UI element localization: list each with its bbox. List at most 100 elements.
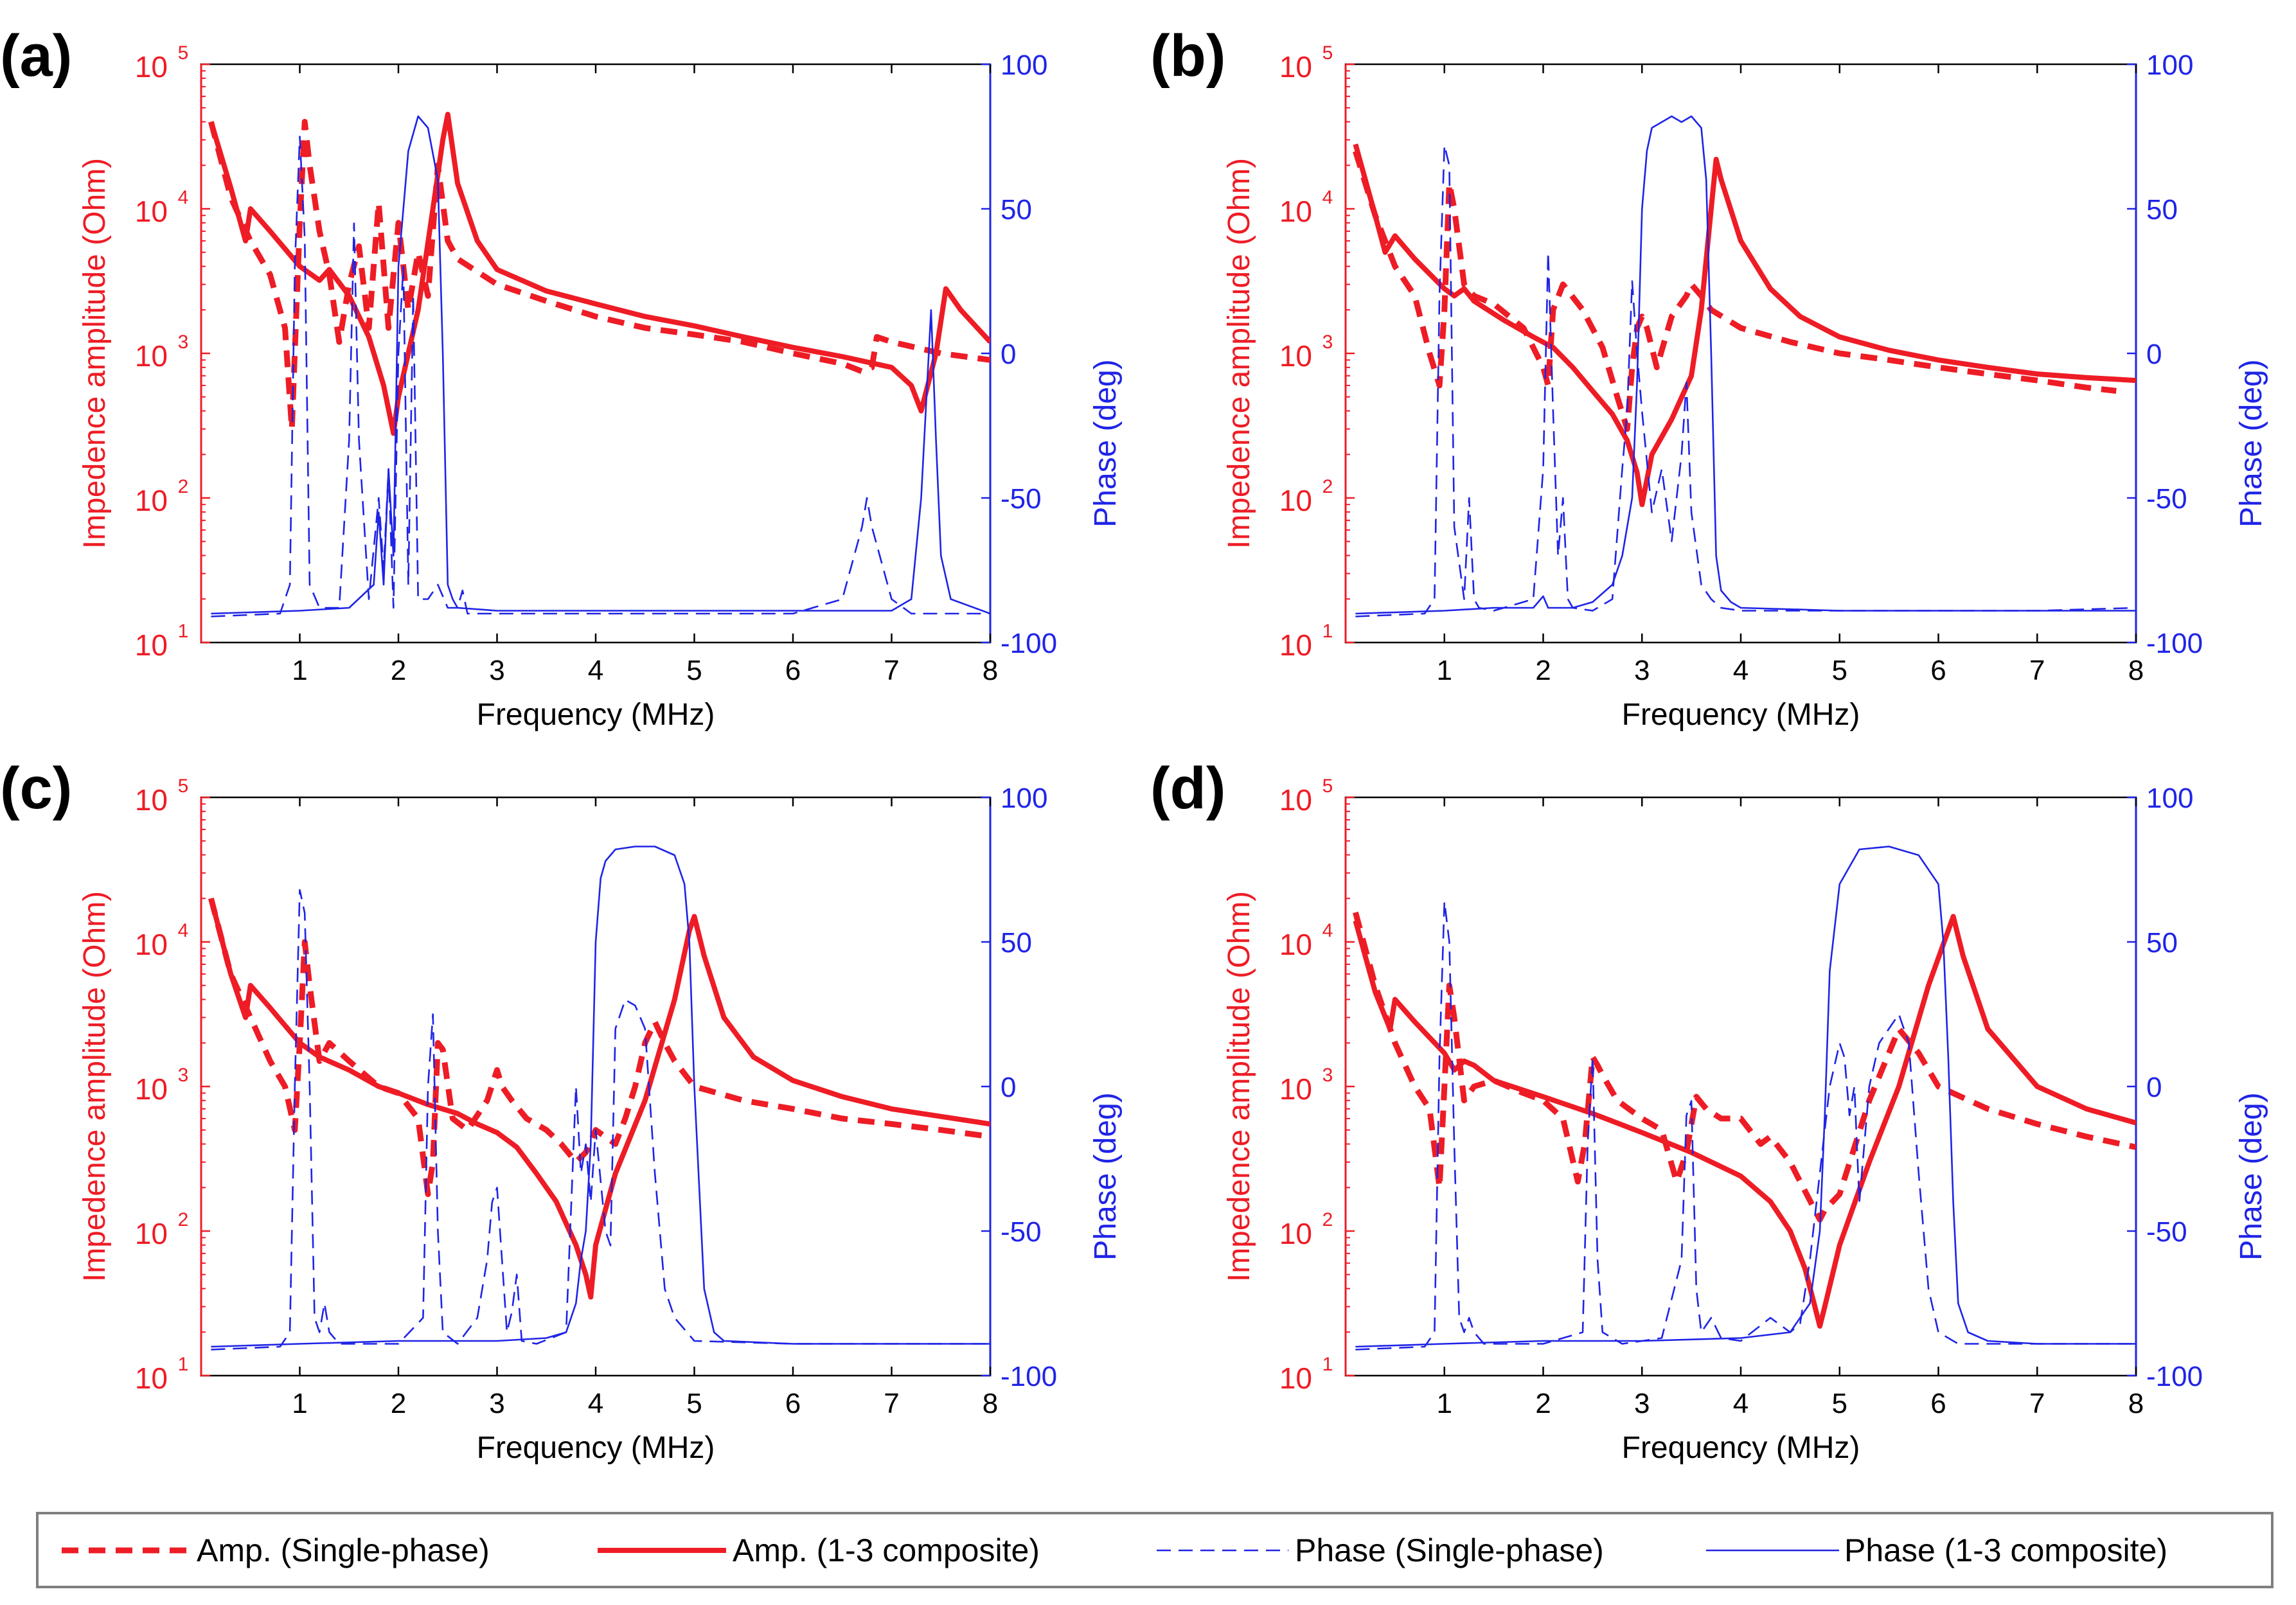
x-tick-label: 2 [391,1388,406,1419]
y-left-tick-base: 10 [1279,628,1312,662]
y-left-tick-base: 10 [135,1072,168,1106]
x-tick-label: 1 [1437,655,1452,686]
x-tick-label: 4 [588,655,603,686]
y-left-tick-exponent: 4 [178,920,189,941]
legend-item: Amp. (Single-phase) [62,1532,490,1568]
y-left-tick-base: 10 [135,1217,168,1250]
y-left-tick-base: 10 [1279,484,1312,517]
x-tick-label: 5 [1832,655,1847,686]
series-group [1353,115,2136,617]
legend-label: Amp. (1-3 composite) [733,1532,1040,1568]
series-line-phase-composite [211,846,990,1348]
y-left-tick-base: 10 [135,1361,168,1395]
series-line-phase-single [211,889,990,1351]
x-tick-label: 8 [983,655,998,686]
y-left-tick-exponent: 5 [1322,776,1333,797]
x-tick-label: 6 [785,1388,801,1419]
y-right-axis-label: Phase (deg) [1089,1092,1123,1261]
chart-panel-4: 1 2 3 4 5 6 7 8 10 1 10 2 10 3 10 4 10 5 -100 -50 0 50 100 Freq… [1150,756,2268,1465]
y-right-tick-label: -50 [2146,483,2187,515]
x-tick-label: 8 [2128,1388,2144,1419]
x-axis-label: Frequency (MHz) [477,698,715,732]
legend-box [36,1512,2274,1588]
y-left-tick-base: 10 [1279,783,1312,817]
y-right-tick-label: 0 [2146,339,2162,370]
series-line-amp-single [1353,911,2136,1223]
x-tick-label: 3 [1634,1388,1650,1419]
y-left-tick-exponent: 4 [1322,187,1333,208]
x-tick-label: 1 [1437,1388,1452,1419]
series-line-amp-composite [208,112,990,436]
legend-item: Amp. (1-3 composite) [598,1532,1040,1568]
y-right-tick-label: 50 [1001,194,1032,226]
y-left-tick-exponent: 2 [1322,476,1333,497]
x-tick-label: 6 [1930,655,1946,686]
y-left-tick-label: 10 2 [1279,476,1333,517]
y-left-tick-exponent: 1 [178,621,189,642]
legend-label: Phase (Single-phase) [1295,1532,1604,1568]
x-tick-label: 7 [2029,655,2045,686]
series-group [208,112,990,617]
y-left-tick-exponent: 2 [1322,1209,1333,1230]
legend: Amp. (Single-phase) Amp. (1-3 composite) P… [36,1512,2274,1588]
x-tick-label: 5 [686,655,702,686]
y-left-tick-label: 10 2 [135,476,189,517]
y-left-axis-label: Impedence amplitude (Ohm) [78,891,112,1282]
x-tick-label: 2 [391,655,406,686]
x-tick-label: 5 [1832,1388,1847,1419]
y-left-tick-base: 10 [135,339,168,373]
y-left-tick-base: 10 [1279,1217,1312,1250]
y-left-axis-label: Impedence amplitude (Ohm) [1222,158,1256,549]
y-left-tick-label: 10 3 [135,332,189,373]
y-right-tick-label: -100 [1001,628,1057,659]
series-line-phase-composite [1355,846,2136,1348]
series-line-phase-single [1355,144,2136,617]
y-left-tick-label: 10 4 [1279,187,1333,228]
panel-label: (c) [0,756,72,821]
y-left-tick-label: 10 5 [1279,42,1333,84]
y-left-tick-exponent: 4 [1322,920,1333,941]
y-left-tick-label: 10 1 [1279,1354,1333,1395]
y-left-tick-label: 10 5 [135,42,189,84]
y-left-tick-base: 10 [135,628,168,662]
y-left-tick-label: 10 3 [1279,332,1333,373]
y-right-tick-label: -100 [2146,628,2203,659]
y-left-tick-base: 10 [1279,928,1312,961]
y-left-tick-exponent: 2 [178,1209,189,1230]
chart-panel-1: 1 2 3 4 5 6 7 8 10 1 10 2 10 3 10 4 10 5 -100 -50 0 50 100 Freq… [0,23,1123,732]
y-left-tick-base: 10 [135,50,168,84]
y-left-tick-exponent: 4 [178,187,189,208]
x-tick-label: 8 [2128,655,2144,686]
series-line-phase-single [1355,900,2136,1351]
x-tick-label: 1 [292,1388,307,1419]
y-left-tick-label: 10 1 [135,621,189,662]
y-left-axis-label: Impedence amplitude (Ohm) [1222,891,1256,1282]
x-tick-label: 3 [1634,655,1650,686]
y-left-axis-label: Impedence amplitude (Ohm) [78,158,112,549]
y-left-tick-label: 10 5 [1279,776,1333,817]
legend-item: Phase (1-3 composite) [1706,1532,2167,1568]
x-tick-label: 4 [1733,1388,1749,1419]
series-line-amp-single [1353,150,2117,432]
x-tick-label: 7 [884,655,899,686]
y-right-tick-label: 100 [2146,783,2193,814]
x-tick-label: 6 [785,655,801,686]
y-left-tick-exponent: 3 [1322,1065,1333,1086]
y-right-tick-label: -50 [1001,483,1042,515]
x-tick-label: 3 [489,1388,504,1419]
series-line-amp-composite [208,898,990,1300]
y-left-tick-exponent: 3 [1322,332,1333,353]
panel-label: (a) [0,23,72,89]
y-left-tick-base: 10 [1279,195,1312,228]
x-tick-label: 8 [983,1388,998,1419]
x-tick-label: 2 [1535,655,1551,686]
y-left-tick-base: 10 [1279,50,1312,84]
y-right-tick-label: 50 [2146,927,2178,959]
chart-panel-2: 1 2 3 4 5 6 7 8 10 1 10 2 10 3 10 4 10 5 -100 -50 0 50 100 Freq… [1150,23,2268,732]
y-left-tick-label: 10 1 [1279,621,1333,662]
y-left-tick-exponent: 1 [178,1354,189,1375]
y-left-tick-base: 10 [1279,339,1312,373]
